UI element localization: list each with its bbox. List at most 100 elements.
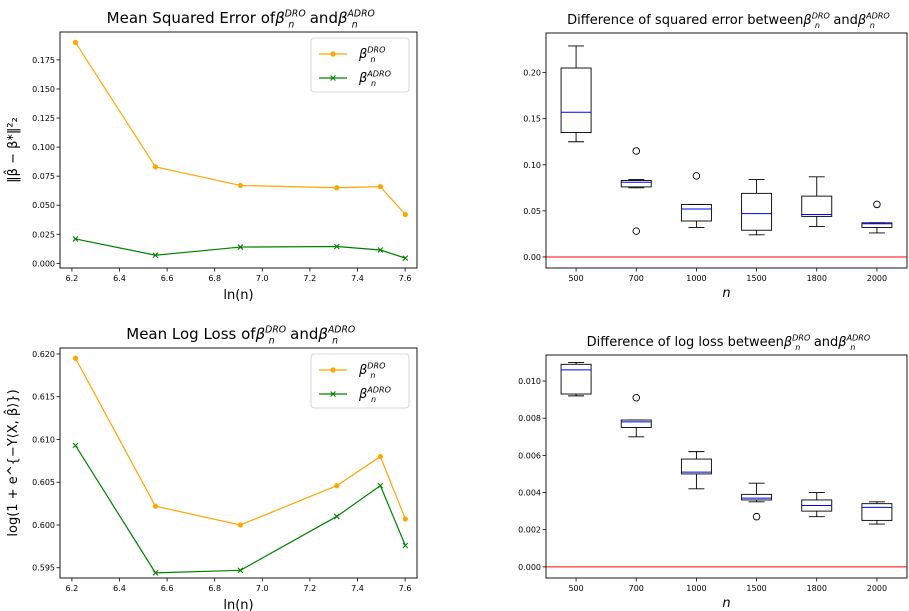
data-point-adro [333,243,340,250]
data-point-dro [377,453,383,460]
y-tick-label: 0.100 [32,143,55,152]
data-point-dro [402,516,408,522]
mse-diff-chart: 500 700 1000 1500 1800 2000 0.00 0.05 0.10 0.15 0.… [523,12,908,301]
y-tick-label: 0.150 [32,85,55,94]
series-line-adro [75,238,406,259]
y-tick-label: 0.15 [523,115,541,124]
outlier-point [873,200,881,209]
box-plot [560,45,592,143]
legend-marker-adro [330,75,336,81]
x-tick-label: 2000 [867,274,887,283]
data-point-adro [72,236,79,242]
data-point-dro [237,182,244,189]
chart-title: Difference of squared error between βDRO… [567,12,890,30]
box-plot [620,147,652,235]
data-point-dro [72,355,79,361]
box-plot [560,361,592,397]
data-point-dro [152,503,159,509]
chart-title-beta-adro: βADRO n [837,334,871,352]
y-tick-label: 0.620 [32,350,55,359]
series-line-dro [74,357,406,526]
chart-title-text: and [833,13,857,28]
legend-label-dro: βDRO n [358,46,386,64]
data-point-adro [237,567,244,574]
box-iqr [680,203,712,222]
box-plot [801,492,833,518]
legend: βDRO n βADRO n [310,353,410,409]
outlier-point [752,512,761,521]
legend-marker-dro [330,51,336,57]
outlier-point [692,172,701,180]
x-axis-label: n [722,596,730,611]
y-tick-label: 0.075 [32,172,55,181]
box-iqr [620,419,652,428]
x-tick-label: 7.0 [256,274,269,283]
x-tick-label: 6.2 [66,584,79,593]
legend: βDRO n βADRO n [310,37,410,93]
y-tick-label: 0.20 [523,69,541,78]
box-iqr [680,458,712,475]
chart-title-text: Difference of squared error between [567,13,803,28]
chart-title-text: and [290,325,318,343]
legend-label-dro: βDRO n [358,362,386,380]
chart-title-beta-adro: βADRO n [857,12,891,30]
data-point-adro [237,244,244,250]
x-tick-label: 500 [568,584,583,593]
x-tick-label: 700 [629,584,644,593]
data-point-dro [334,185,340,191]
y-tick-label: 0.006 [518,451,541,460]
y-tick-label: 0.050 [32,201,55,210]
y-tick-label: 0.05 [523,207,541,216]
plot-frame [545,354,908,579]
x-tick-label: 7.6 [399,584,412,593]
y-tick-label: 0.10 [523,161,541,170]
data-point-adro [402,255,409,262]
y-tick-label: 0.610 [32,435,55,444]
x-tick-label: 6.4 [113,584,126,593]
data-point-adro [377,482,384,489]
y-tick-label: 0.010 [518,377,541,386]
x-tick-label: 7.2 [304,584,317,593]
x-tick-label: 6.2 [66,274,79,283]
y-axis-label: ‖β̂ − β*‖²₂ [4,117,21,183]
legend-label-adro: βADRO n [358,70,392,88]
box-iqr [861,222,893,228]
x-axis-label: ln(n) [223,598,253,611]
x-tick-label: 7.6 [399,274,412,283]
plot-frame [59,347,418,579]
chart-title-beta-dro: βDRO n [255,325,287,347]
y-tick-label: 0.000 [32,259,55,268]
y-tick-label: 0.00 [523,253,541,262]
y-tick-label: 0.000 [518,563,541,572]
chart-title-text: and [814,335,838,350]
chart-title-beta-dro: βDRO n [783,334,811,352]
box-plot [801,176,833,227]
box-plot [741,482,773,521]
x-tick-label: 2000 [867,584,887,593]
x-tick-label: 1500 [746,584,766,593]
data-point-dro [334,483,340,489]
chart-title-text: Mean Log Loss of [126,325,256,343]
data-point-dro [377,184,383,190]
y-tick-label: 0.605 [32,478,55,487]
data-point-dro [72,39,79,46]
chart-title-beta-adro: βADRO n [337,9,375,31]
data-point-adro [152,252,159,259]
x-tick-label: 6.8 [208,584,221,593]
y-axis-label: log(1 + e^{−Y⟨X, β̂⟩}) [4,389,21,536]
outlier-point [632,227,641,235]
y-tick-label: 0.175 [32,56,55,65]
plot-frame [545,32,908,269]
data-point-adro [402,542,409,549]
y-tick-label: 0.615 [32,393,55,402]
chart-title: Mean Log Loss of βDRO n and βADRO n [126,325,355,347]
box-plot [741,179,773,236]
y-tick-label: 0.004 [518,489,541,498]
chart-title-text: Mean Squared Error of [107,9,276,27]
x-tick-label: 1000 [686,584,706,593]
box-iqr [801,195,833,217]
x-tick-label: 7.0 [256,584,269,593]
chart-title: Difference of log loss between βDRO n and… [587,334,871,352]
data-point-dro [152,164,159,170]
